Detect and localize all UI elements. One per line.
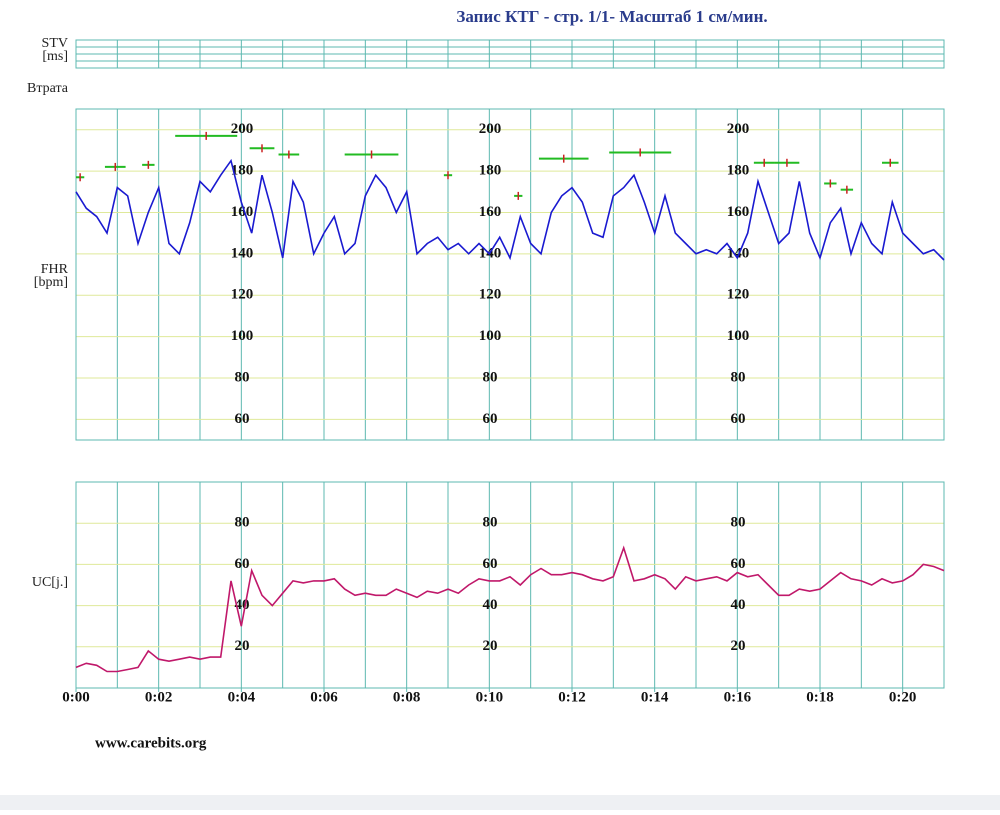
y-tick-label: 80 xyxy=(235,515,250,531)
stv-panel xyxy=(75,39,945,69)
y-tick-label: 120 xyxy=(231,287,254,303)
x-tick-label: 0:00 xyxy=(62,689,90,705)
title: Запис КТГ - стр. 1/1- Масштаб 1 см/мин. xyxy=(456,7,767,26)
bottom-strip xyxy=(0,795,1000,810)
x-tick-label: 0:02 xyxy=(145,689,173,705)
y-tick-label: 160 xyxy=(727,204,750,220)
panel-frame xyxy=(75,108,945,441)
y-tick-label: 160 xyxy=(231,204,254,220)
y-tick-label: 180 xyxy=(231,163,254,179)
y-tick-label: 200 xyxy=(727,121,750,137)
y-tick-label: 100 xyxy=(727,328,750,344)
x-tick-label: 0:20 xyxy=(889,689,917,705)
y-tick-label: 60 xyxy=(731,411,746,427)
stv-label: STV xyxy=(42,36,68,51)
x-tick-label: 0:04 xyxy=(228,689,256,705)
y-tick-label: 80 xyxy=(731,369,746,385)
x-tick-label: 0:12 xyxy=(558,689,586,705)
y-axis-label: UC[j.] xyxy=(32,575,68,590)
y-tick-label: 60 xyxy=(731,556,746,572)
y-tick-label: 140 xyxy=(231,245,254,261)
stv-unit: [ms] xyxy=(42,49,68,64)
panel-frame xyxy=(75,481,945,689)
page-bg xyxy=(0,0,1000,795)
y-tick-label: 40 xyxy=(483,597,498,613)
x-tick-label: 0:16 xyxy=(724,689,752,705)
y-tick-label: 40 xyxy=(731,597,746,613)
y-tick-label: 120 xyxy=(727,287,750,303)
y-tick-label: 80 xyxy=(483,369,498,385)
x-tick-label: 0:08 xyxy=(393,689,421,705)
y-tick-label: 20 xyxy=(731,638,746,654)
y-tick-label: 160 xyxy=(479,204,502,220)
y-axis-label: [bpm] xyxy=(34,275,68,290)
y-tick-label: 60 xyxy=(483,411,498,427)
y-tick-label: 200 xyxy=(231,121,254,137)
x-tick-label: 0:18 xyxy=(806,689,834,705)
y-tick-label: 180 xyxy=(479,163,502,179)
y-tick-label: 20 xyxy=(235,638,250,654)
y-tick-label: 60 xyxy=(483,556,498,572)
y-tick-label: 100 xyxy=(479,328,502,344)
y-tick-label: 180 xyxy=(727,163,750,179)
x-tick-label: 0:10 xyxy=(476,689,504,705)
y-tick-label: 80 xyxy=(235,369,250,385)
series-line xyxy=(75,158,945,261)
y-axis-label: FHR xyxy=(41,262,69,277)
y-tick-label: 140 xyxy=(727,245,750,261)
y-tick-label: 20 xyxy=(483,638,498,654)
y-tick-label: 100 xyxy=(231,328,254,344)
y-tick-label: 120 xyxy=(479,287,502,303)
series-line xyxy=(75,545,945,673)
y-tick-label: 80 xyxy=(731,515,746,531)
x-tick-label: 0:06 xyxy=(310,689,338,705)
footer: www.carebits.org xyxy=(95,735,207,751)
y-tick-label: 60 xyxy=(235,556,250,572)
y-tick-label: 200 xyxy=(479,121,502,137)
y-tick-label: 60 xyxy=(235,411,250,427)
y-tick-label: 80 xyxy=(483,515,498,531)
x-tick-label: 0:14 xyxy=(641,689,669,705)
loss-label: Втрата xyxy=(27,81,69,96)
